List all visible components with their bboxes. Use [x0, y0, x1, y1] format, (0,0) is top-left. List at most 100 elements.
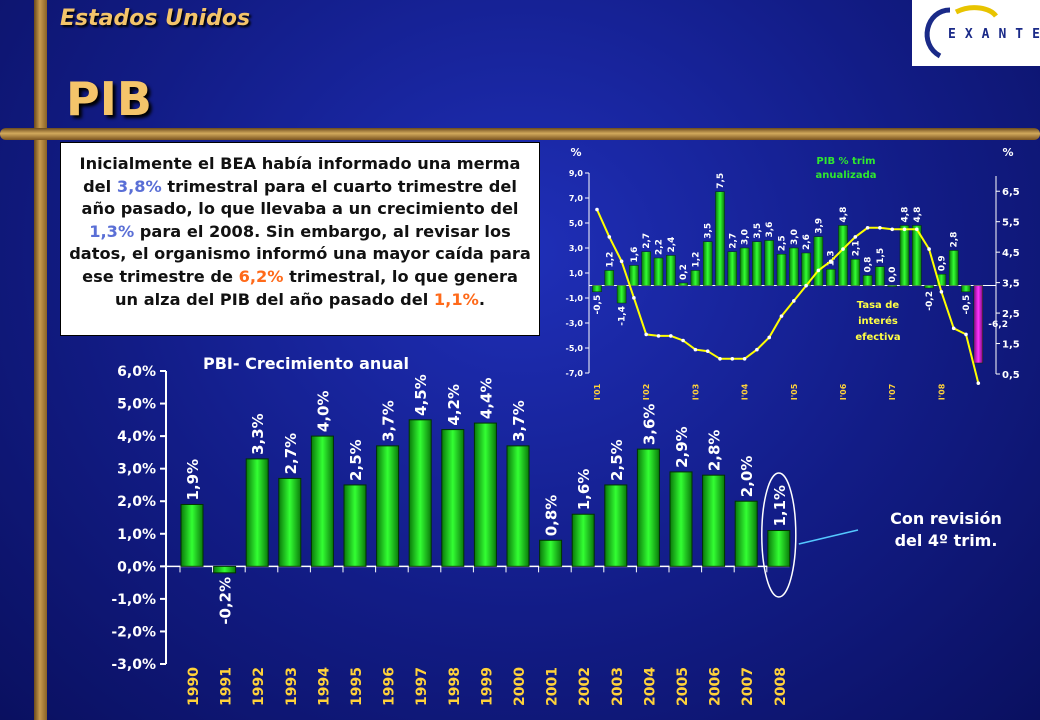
annual-value-label: 2,0%	[738, 456, 756, 498]
highlight-ellipse	[761, 472, 797, 598]
page-title: PIB	[66, 72, 152, 126]
summary-text: para el 2008. Sin embargo, al revisar lo…	[69, 221, 531, 286]
quarterly-value-label: -1,4	[618, 306, 628, 326]
annual-bar	[278, 477, 302, 567]
quarterly-value-label: 4,8	[901, 207, 911, 223]
quarterly-bar	[653, 257, 664, 286]
highlight-value: 3,8%	[116, 176, 162, 196]
annual-y-tick-label: -2,0%	[111, 624, 156, 640]
quarterly-value-label: 4,8	[913, 207, 923, 223]
annual-category-label: 2003	[610, 667, 626, 706]
quarterly-bar	[764, 240, 774, 286]
annual-category-label: 1995	[349, 667, 365, 706]
interest-rate-point	[902, 227, 907, 232]
annual-category-label: 2002	[577, 667, 593, 706]
annual-bar	[669, 471, 693, 567]
interest-rate-point	[693, 347, 698, 352]
annual-y-tick-label: 5,0%	[117, 397, 156, 413]
quarterly-bar	[715, 191, 725, 286]
quarterly-bar	[862, 275, 873, 286]
interest-rate-point	[927, 247, 931, 251]
annual-y-tick-label: 6,0%	[117, 364, 156, 380]
quarterly-right-tick-label: 0,5	[1002, 370, 1020, 381]
annual-category-label: 1990	[186, 667, 202, 706]
annual-bar	[310, 435, 334, 567]
quarterly-value-label: 2,6	[802, 234, 812, 250]
quarterly-value-label: 0,8	[864, 257, 874, 273]
quarterly-line-label: interés	[858, 315, 898, 327]
quarterly-value-label: 4,8	[839, 207, 849, 223]
vertical-decor-bar	[34, 0, 47, 720]
quarterly-value-label: 2,2	[655, 239, 665, 255]
interest-rate-point	[915, 227, 919, 232]
annual-value-label: 1,6%	[575, 469, 593, 511]
quarterly-bar	[961, 285, 971, 292]
annual-y-tick-label: -3,0%	[111, 657, 156, 673]
annual-category-label: 1999	[479, 667, 495, 706]
quarterly-bar	[887, 285, 897, 287]
quarterly-left-tick-label: 1,0	[569, 269, 584, 278]
annual-bar	[408, 419, 432, 567]
annual-value-label: 3,7%	[510, 400, 528, 442]
revision-note-line: del 4º trim.	[894, 531, 998, 550]
quarterly-right-tick-label: 1,5	[1002, 340, 1020, 351]
quarterly-value-label: -0,5	[593, 295, 603, 315]
quarterly-bar	[924, 285, 934, 289]
annual-bar	[539, 539, 563, 567]
quarterly-value-label: 1,2	[691, 252, 701, 268]
annual-category-label: 1997	[414, 667, 430, 706]
interest-rate-point	[976, 381, 981, 385]
interest-rate-point	[816, 268, 821, 273]
quarterly-bar	[752, 241, 762, 286]
quarterly-x-label: I'04	[741, 383, 750, 400]
quarterly-bar	[592, 285, 602, 292]
annual-value-label: 4,2%	[445, 384, 463, 426]
annual-category-label: 1992	[251, 667, 267, 706]
quarterly-value-label: 2,7	[642, 233, 652, 249]
quarterly-value-label: 3,0	[790, 229, 800, 245]
annual-value-label: 4,4%	[477, 377, 495, 419]
interest-rate-point	[619, 259, 624, 264]
revision-note-line: Con revisión	[890, 509, 1002, 528]
annual-category-label: 2004	[642, 667, 658, 706]
quarterly-right-unit: %	[1002, 146, 1013, 159]
annual-value-label: 2,9%	[673, 426, 691, 468]
quarterly-value-label: 0,9	[937, 255, 947, 271]
annual-value-label: 3,6%	[640, 404, 658, 446]
annual-value-label: 3,3%	[249, 413, 267, 455]
quarterly-bar	[899, 225, 910, 286]
quarterly-value-label: -6,2	[988, 320, 1008, 330]
interest-rate-line	[596, 209, 980, 384]
annual-bar	[506, 445, 530, 567]
quarterly-value-label: 0,0	[888, 267, 898, 283]
interest-rate-point	[595, 207, 599, 212]
quarterly-left-tick-label: -3,0	[566, 319, 584, 328]
quarterly-bar	[690, 270, 701, 286]
summary-textbox: Inicialmente el BEA había informado una …	[60, 142, 540, 336]
quarterly-series-label: anualizada	[815, 170, 876, 181]
quarterly-left-tick-label: -7,0	[566, 369, 584, 378]
quarterly-x-label: I'05	[790, 383, 799, 400]
annual-y-tick-label: 4,0%	[117, 429, 156, 445]
interest-rate-point	[718, 356, 722, 361]
annual-value-label: 2,5%	[608, 439, 626, 481]
annual-bar	[767, 530, 791, 567]
quarterly-value-label: -0,2	[925, 291, 935, 311]
quarterly-line-label: efectiva	[855, 332, 900, 343]
annual-value-label: 2,5%	[347, 439, 365, 481]
quarterly-bar	[641, 251, 651, 286]
quarterly-right-tick-label: 2,5	[1002, 309, 1020, 320]
quarterly-bar	[727, 251, 738, 286]
quarterly-value-label: 3,0	[741, 229, 751, 245]
quarterly-bar	[629, 265, 639, 286]
annual-value-label: 2,8%	[706, 430, 724, 472]
quarterly-bar	[850, 259, 861, 286]
revision-note: Con revisión del 4º trim.	[856, 508, 1036, 552]
interest-rate-point	[792, 299, 796, 303]
annual-y-tick-label: 3,0%	[117, 462, 156, 478]
annual-category-label: 1994	[316, 667, 332, 706]
quarterly-bar	[912, 225, 922, 286]
logo-text: EXANTE	[948, 27, 1040, 42]
quarterly-x-label: I'06	[839, 383, 848, 400]
interest-rate-point	[632, 296, 636, 300]
